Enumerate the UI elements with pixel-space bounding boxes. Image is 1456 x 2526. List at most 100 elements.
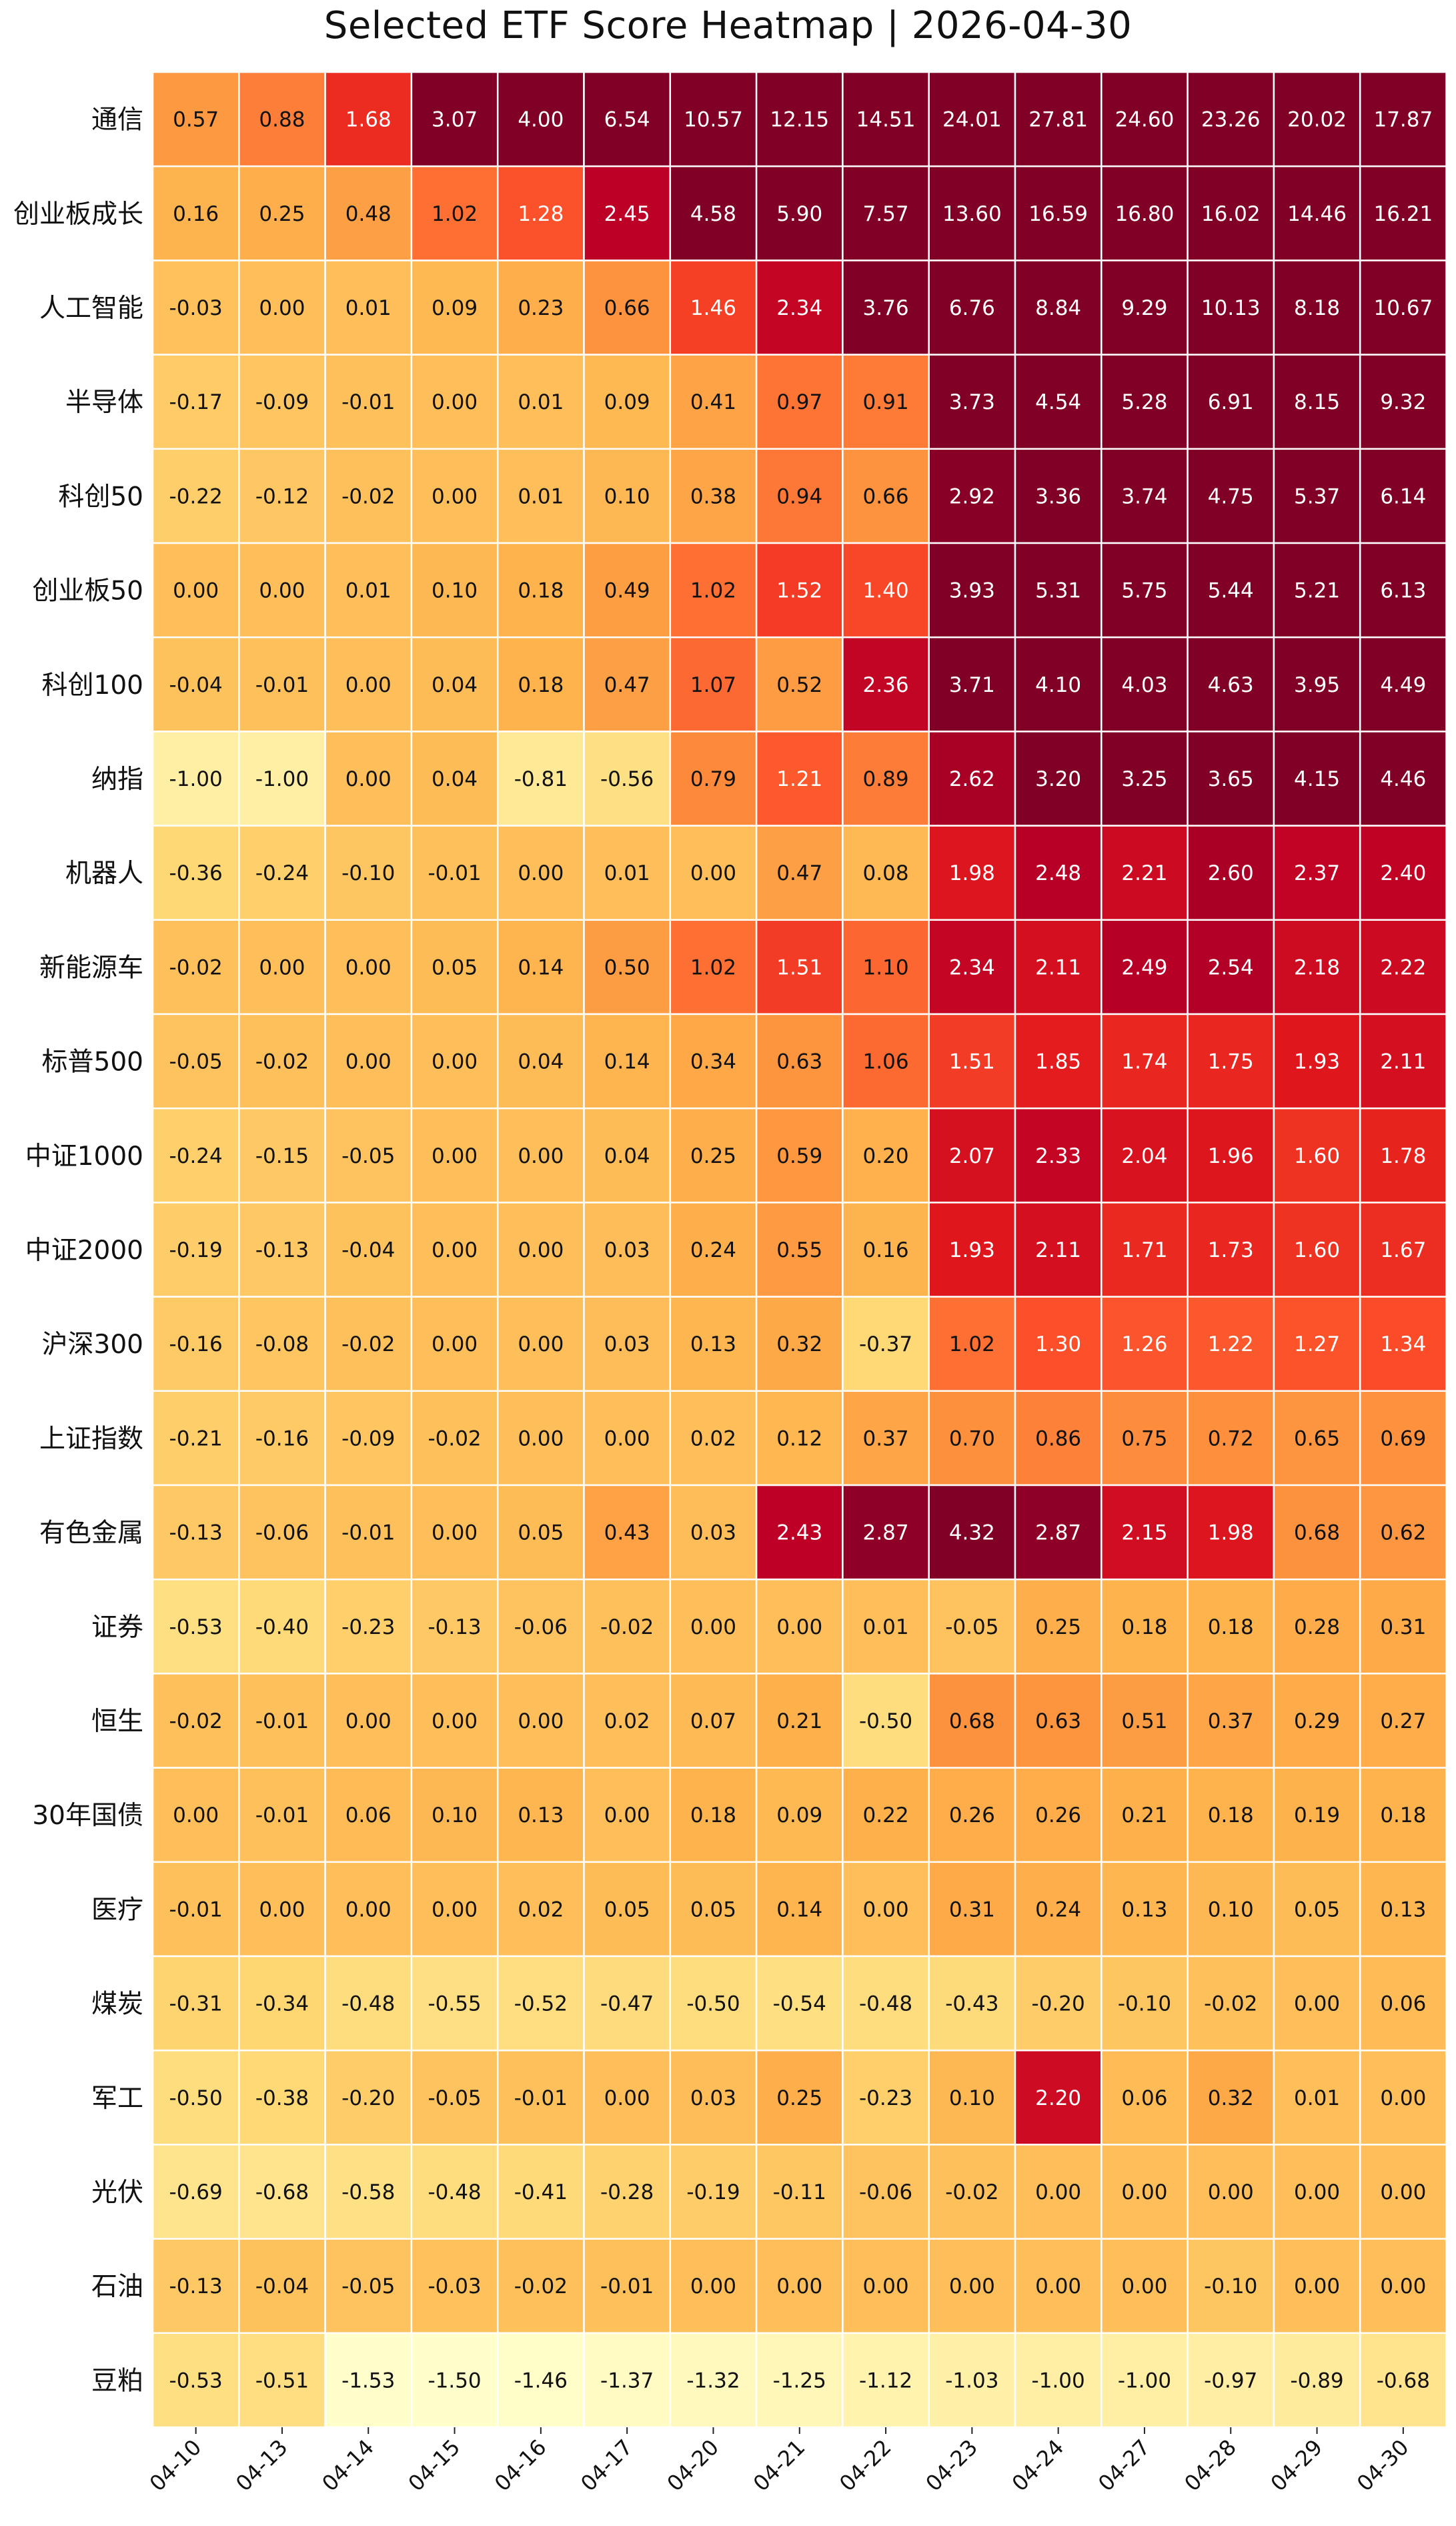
cell-value-label: 0.00	[518, 1709, 564, 1733]
heatmap-cell	[496, 542, 585, 639]
heatmap-cell	[496, 1955, 585, 2052]
cell-value-label: 2.11	[1035, 955, 1081, 979]
cell-value-label: 0.26	[949, 1803, 995, 1827]
cell-value-label: 1.98	[949, 861, 995, 885]
cell-value-label: -0.13	[169, 2274, 223, 2298]
heatmap-cell	[583, 2332, 672, 2429]
cell-value-label: 0.05	[432, 955, 478, 979]
cell-value-label: 2.54	[1208, 955, 1254, 979]
cell-value-label: 4.54	[1035, 390, 1081, 414]
cell-value-label: 8.18	[1294, 296, 1340, 320]
cell-value-label: 0.00	[604, 2086, 650, 2110]
heatmap-cell	[1359, 1767, 1447, 1863]
cell-value-label: 0.00	[690, 1615, 736, 1639]
row-label: 恒生	[91, 1707, 143, 1737]
heatmap-cell	[151, 1296, 240, 1392]
heatmap-cell	[1014, 1767, 1103, 1863]
row-label: 有色金属	[39, 1519, 143, 1549]
cell-value-label: 20.02	[1287, 108, 1347, 132]
heatmap-cell	[324, 1202, 413, 1298]
cell-value-label: 17.87	[1373, 108, 1433, 132]
column-label: 04-23	[920, 2435, 982, 2497]
heatmap-cell	[583, 1673, 672, 1769]
heatmap-cell	[1187, 1296, 1275, 1392]
cell-value-label: 0.00	[518, 1426, 564, 1450]
heatmap-cell	[324, 1013, 413, 1110]
heatmap-cell	[583, 1390, 672, 1487]
heatmap-cell	[583, 542, 672, 639]
column-label: 04-20	[662, 2435, 724, 2497]
heatmap-cell	[928, 542, 1016, 639]
cell-value-label: 0.66	[604, 296, 650, 320]
cell-value-label: 0.14	[518, 955, 564, 979]
cell-value-label: 0.68	[1294, 1521, 1340, 1545]
cell-value-label: 0.29	[1294, 1709, 1340, 1733]
cell-value-label: 0.63	[776, 1050, 822, 1074]
cell-value-label: -0.23	[341, 1615, 395, 1639]
cell-value-label: -1.00	[169, 767, 223, 791]
heatmap-cell	[1014, 731, 1103, 827]
cell-value-label: 0.51	[1121, 1709, 1167, 1733]
cell-value-label: 2.87	[1035, 1521, 1081, 1545]
column-label: 04-30	[1352, 2435, 1414, 2497]
heatmap-cell	[496, 1484, 585, 1581]
heatmap-cell	[1273, 542, 1361, 639]
cell-value-label: -0.38	[255, 2086, 309, 2110]
cell-value-label: 2.21	[1121, 861, 1167, 885]
cell-value-label: 1.02	[690, 579, 736, 603]
heatmap-cell	[1187, 1955, 1275, 2052]
heatmap-cell	[410, 1578, 499, 1675]
cell-value-label: 0.00	[1380, 2274, 1426, 2298]
cell-value-label: 0.00	[863, 2274, 909, 2298]
row-label: 煤炭	[91, 1990, 143, 2020]
heatmap-cell	[1101, 71, 1189, 167]
heatmap-cell	[755, 165, 844, 262]
cell-value-label: 0.00	[345, 673, 392, 697]
cell-value-label: 0.52	[776, 673, 822, 697]
cell-value-label: 0.27	[1380, 1709, 1426, 1733]
heatmap-cell	[151, 1955, 240, 2052]
heatmap-cell	[1359, 2144, 1447, 2240]
cell-value-label: -0.51	[255, 2369, 309, 2393]
heatmap-cell	[755, 1673, 844, 1769]
heatmap-cell	[324, 1578, 413, 1675]
cell-value-label: 0.25	[690, 1144, 736, 1168]
cell-value-label: 1.85	[1035, 1050, 1081, 1074]
cell-value-label: 0.00	[432, 1521, 478, 1545]
heatmap-cell	[755, 1013, 844, 1110]
cell-value-label: 0.00	[432, 1709, 478, 1733]
cell-value-label: 16.21	[1373, 202, 1433, 226]
heatmap-cell	[842, 1955, 930, 2052]
cell-value-label: -0.21	[169, 1426, 223, 1450]
heatmap-cell	[1187, 636, 1275, 733]
heatmap-cell	[928, 1484, 1016, 1581]
heatmap-cell	[1101, 825, 1189, 921]
cell-value-label: 0.68	[949, 1709, 995, 1733]
cell-value-label: 2.43	[776, 1521, 822, 1545]
cell-value-label: 10.57	[684, 108, 743, 132]
heatmap-cell	[1359, 165, 1447, 262]
cell-value-label: 0.18	[518, 579, 564, 603]
heatmap-cell	[496, 1202, 585, 1298]
column-label: 04-17	[576, 2435, 638, 2497]
cell-value-label: 2.60	[1208, 861, 1254, 885]
heatmap-cell	[842, 1484, 930, 1581]
heatmap-cell	[755, 2332, 844, 2429]
heatmap-cell	[151, 354, 240, 450]
cell-value-label: 0.02	[690, 1426, 736, 1450]
column-label: 04-27	[1093, 2435, 1155, 2497]
cell-value-label: 1.98	[1208, 1521, 1254, 1545]
cell-value-label: 0.25	[776, 2086, 822, 2110]
cell-value-label: -0.40	[255, 1615, 309, 1639]
cell-value-label: 0.12	[776, 1426, 822, 1450]
heatmap-cell	[496, 2332, 585, 2429]
heatmap-cell	[842, 2144, 930, 2240]
heatmap-cell	[496, 1296, 585, 1392]
heatmap-cell	[324, 1107, 413, 1204]
cell-value-label: 3.65	[1208, 767, 1254, 791]
heatmap-cell	[410, 542, 499, 639]
cell-value-label: 6.76	[949, 296, 995, 320]
heatmap-cell	[755, 71, 844, 167]
heatmap-cell	[324, 731, 413, 827]
heatmap-cell	[583, 825, 672, 921]
